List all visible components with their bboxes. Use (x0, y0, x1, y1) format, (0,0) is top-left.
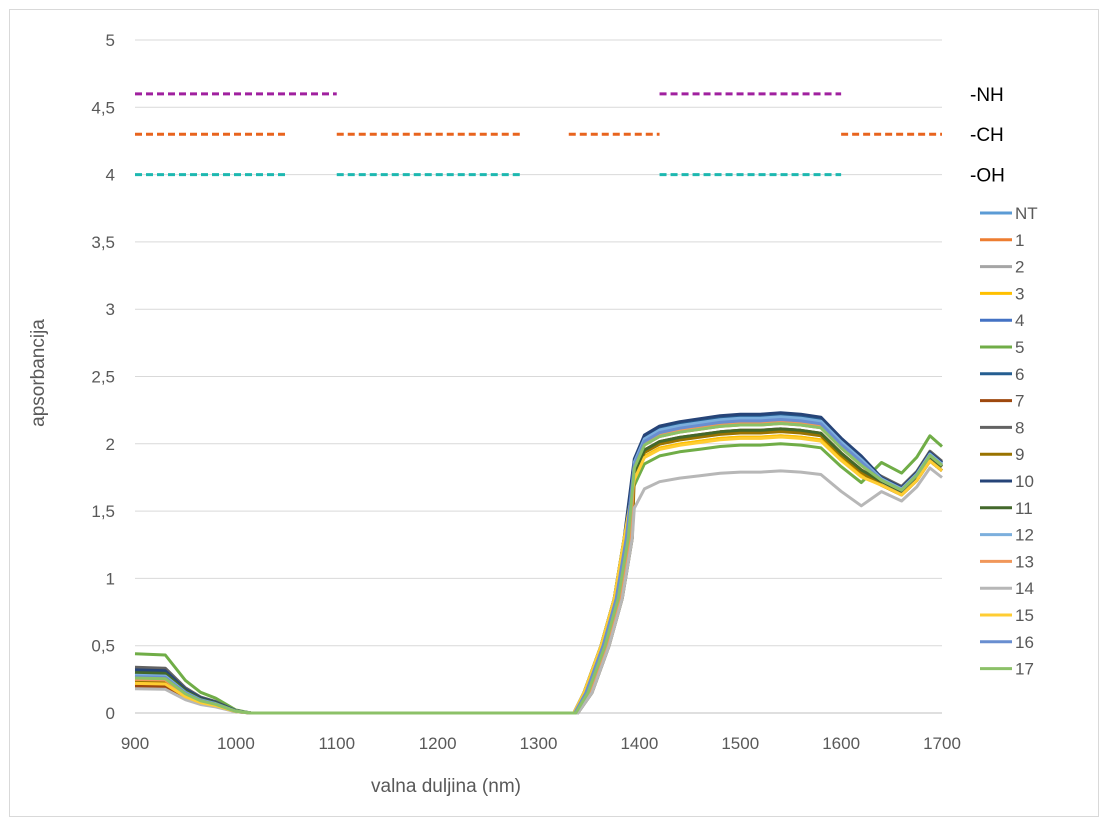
legend-label: 15 (1015, 606, 1034, 625)
series-line (134, 427, 943, 715)
chart-frame: -NH -CH -OH 900 1000 1100 1200 1300 1400 1500 160… (9, 9, 1099, 817)
x-tick-label: 1700 (923, 734, 961, 753)
x-tick-label: 1600 (822, 734, 860, 753)
x-axis-title: valna duljina (nm) (371, 776, 521, 797)
x-tick-label: 1200 (419, 734, 457, 753)
y-tick-label: 2 (106, 435, 115, 454)
y-tick-label: 1 (106, 569, 115, 588)
legend-label: 11 (1015, 499, 1033, 518)
y-tick-label: 3,5 (91, 233, 115, 252)
series-line (134, 434, 943, 715)
legend-label: 16 (1015, 633, 1034, 652)
series-line (134, 420, 943, 715)
absorbance-chart: -NH-CH-OH 900 1000 1100 1200 1300 1400 1500 160… (28, 31, 1038, 797)
legend-label: 8 (1015, 418, 1024, 437)
series-line (134, 420, 943, 715)
legend-label: 13 (1015, 552, 1034, 571)
legend-label: 5 (1015, 338, 1024, 357)
x-tick-label: 1300 (520, 734, 558, 753)
y-tick-labels: 0 0,5 1 1,5 2 2,5 3 3,5 4 4,5 5 (91, 31, 115, 723)
band-marker-label: -NH (970, 85, 1004, 106)
series-line (134, 434, 943, 715)
series-line (134, 415, 943, 715)
legend-label: 6 (1015, 365, 1024, 384)
legend-label: 4 (1015, 311, 1024, 330)
x-tick-label: 1400 (620, 734, 658, 753)
legend-label: NT (1015, 204, 1038, 223)
x-tick-label: 1100 (318, 734, 355, 753)
legend-label: 14 (1015, 579, 1034, 598)
y-tick-label: 3 (106, 300, 115, 319)
legend-label: 3 (1015, 284, 1024, 303)
series-line (134, 418, 943, 715)
series-line (134, 466, 943, 715)
y-axis-title: apsorbancija (28, 319, 49, 427)
x-tick-label: 1000 (217, 734, 255, 753)
x-tick-labels: 900 1000 1100 1200 1300 1400 1500 1600 1700 (121, 734, 961, 753)
band-markers: -NH -CH -OH (135, 85, 1005, 187)
y-tick-label: 5 (106, 31, 115, 50)
series-line (134, 416, 943, 715)
series-line (134, 419, 943, 715)
legend-label: 1 (1015, 231, 1024, 250)
legend-label: 10 (1015, 472, 1034, 491)
series-line (134, 422, 943, 715)
series-line (134, 422, 943, 715)
y-tick-label: 4,5 (91, 98, 115, 117)
band-marker-label: -CH (970, 125, 1004, 146)
y-tick-label: 1,5 (91, 502, 115, 521)
legend-label: 12 (1015, 526, 1034, 545)
grid-lines (135, 39, 942, 714)
y-tick-label: 4 (106, 166, 115, 185)
series-line (134, 434, 943, 715)
series-line (134, 411, 943, 715)
series-lines (134, 411, 943, 715)
x-tick-label: 1500 (721, 734, 759, 753)
y-tick-label: 2,5 (91, 368, 115, 387)
legend-label: 7 (1015, 392, 1024, 411)
band-marker-label: -OH (970, 166, 1005, 187)
series-line (134, 413, 943, 715)
y-tick-label: 0,5 (91, 637, 115, 656)
series-line (134, 427, 943, 715)
legend-label: 17 (1015, 660, 1034, 679)
series-line (134, 435, 943, 715)
legend-label: 2 (1015, 258, 1024, 277)
y-tick-label: 0 (106, 704, 115, 723)
legend-label: 9 (1015, 445, 1024, 464)
x-tick-label: 900 (121, 734, 149, 753)
